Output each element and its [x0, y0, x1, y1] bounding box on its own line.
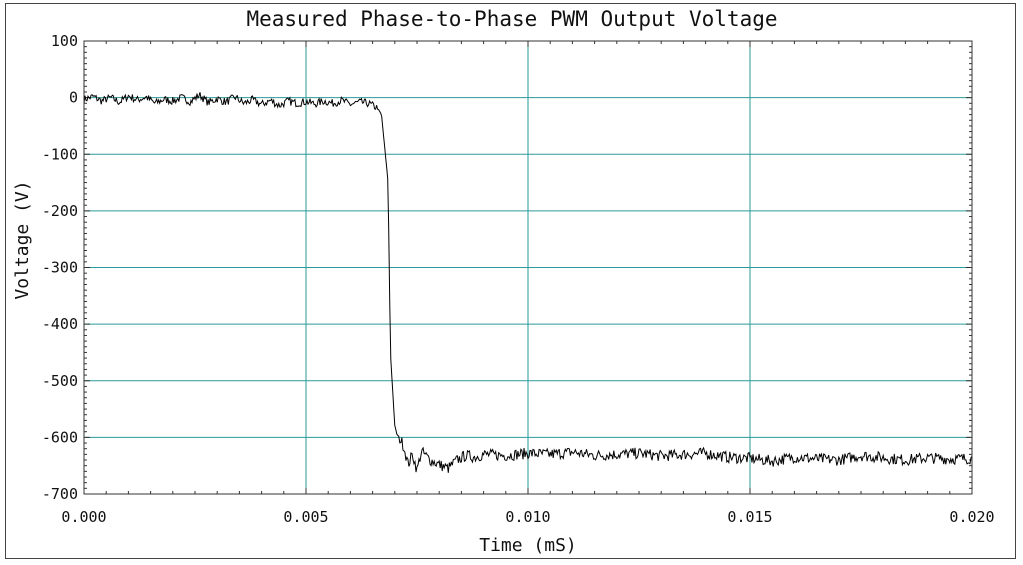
x-axis-label: Time (mS): [479, 535, 577, 556]
x-tick-labels: 0.000 0.005 0.010 0.015 0.020: [61, 508, 994, 526]
y-tick-label: 100: [51, 32, 78, 50]
y-tick-label: -700: [42, 485, 78, 503]
y-tick-label: 0: [69, 89, 78, 107]
y-tick-labels: 100 0 -100 -200 -300 -400 -500 -600 -700: [42, 32, 78, 503]
x-tick-label: 0.020: [949, 508, 994, 526]
y-axis-label: Voltage (V): [12, 180, 33, 299]
x-tick-label: 0.005: [283, 508, 328, 526]
voltage-trace-line: [83, 92, 973, 473]
y-tick-label: -600: [42, 428, 78, 446]
x-tick-label: 0.010: [505, 508, 550, 526]
y-tick-label: -500: [42, 372, 78, 390]
plot-border: [83, 40, 973, 495]
y-tick-label: -400: [42, 315, 78, 333]
y-tick-label: -200: [42, 202, 78, 220]
y-tick-label: -300: [42, 259, 78, 277]
chart-frame: [5, 3, 1016, 559]
y-tick-label: -100: [42, 145, 78, 163]
chart-title: Measured Phase-to-Phase PWM Output Volta…: [246, 7, 777, 31]
grid-lines: [84, 41, 972, 494]
x-tick-label: 0.000: [61, 508, 106, 526]
x-tick-label: 0.015: [727, 508, 772, 526]
